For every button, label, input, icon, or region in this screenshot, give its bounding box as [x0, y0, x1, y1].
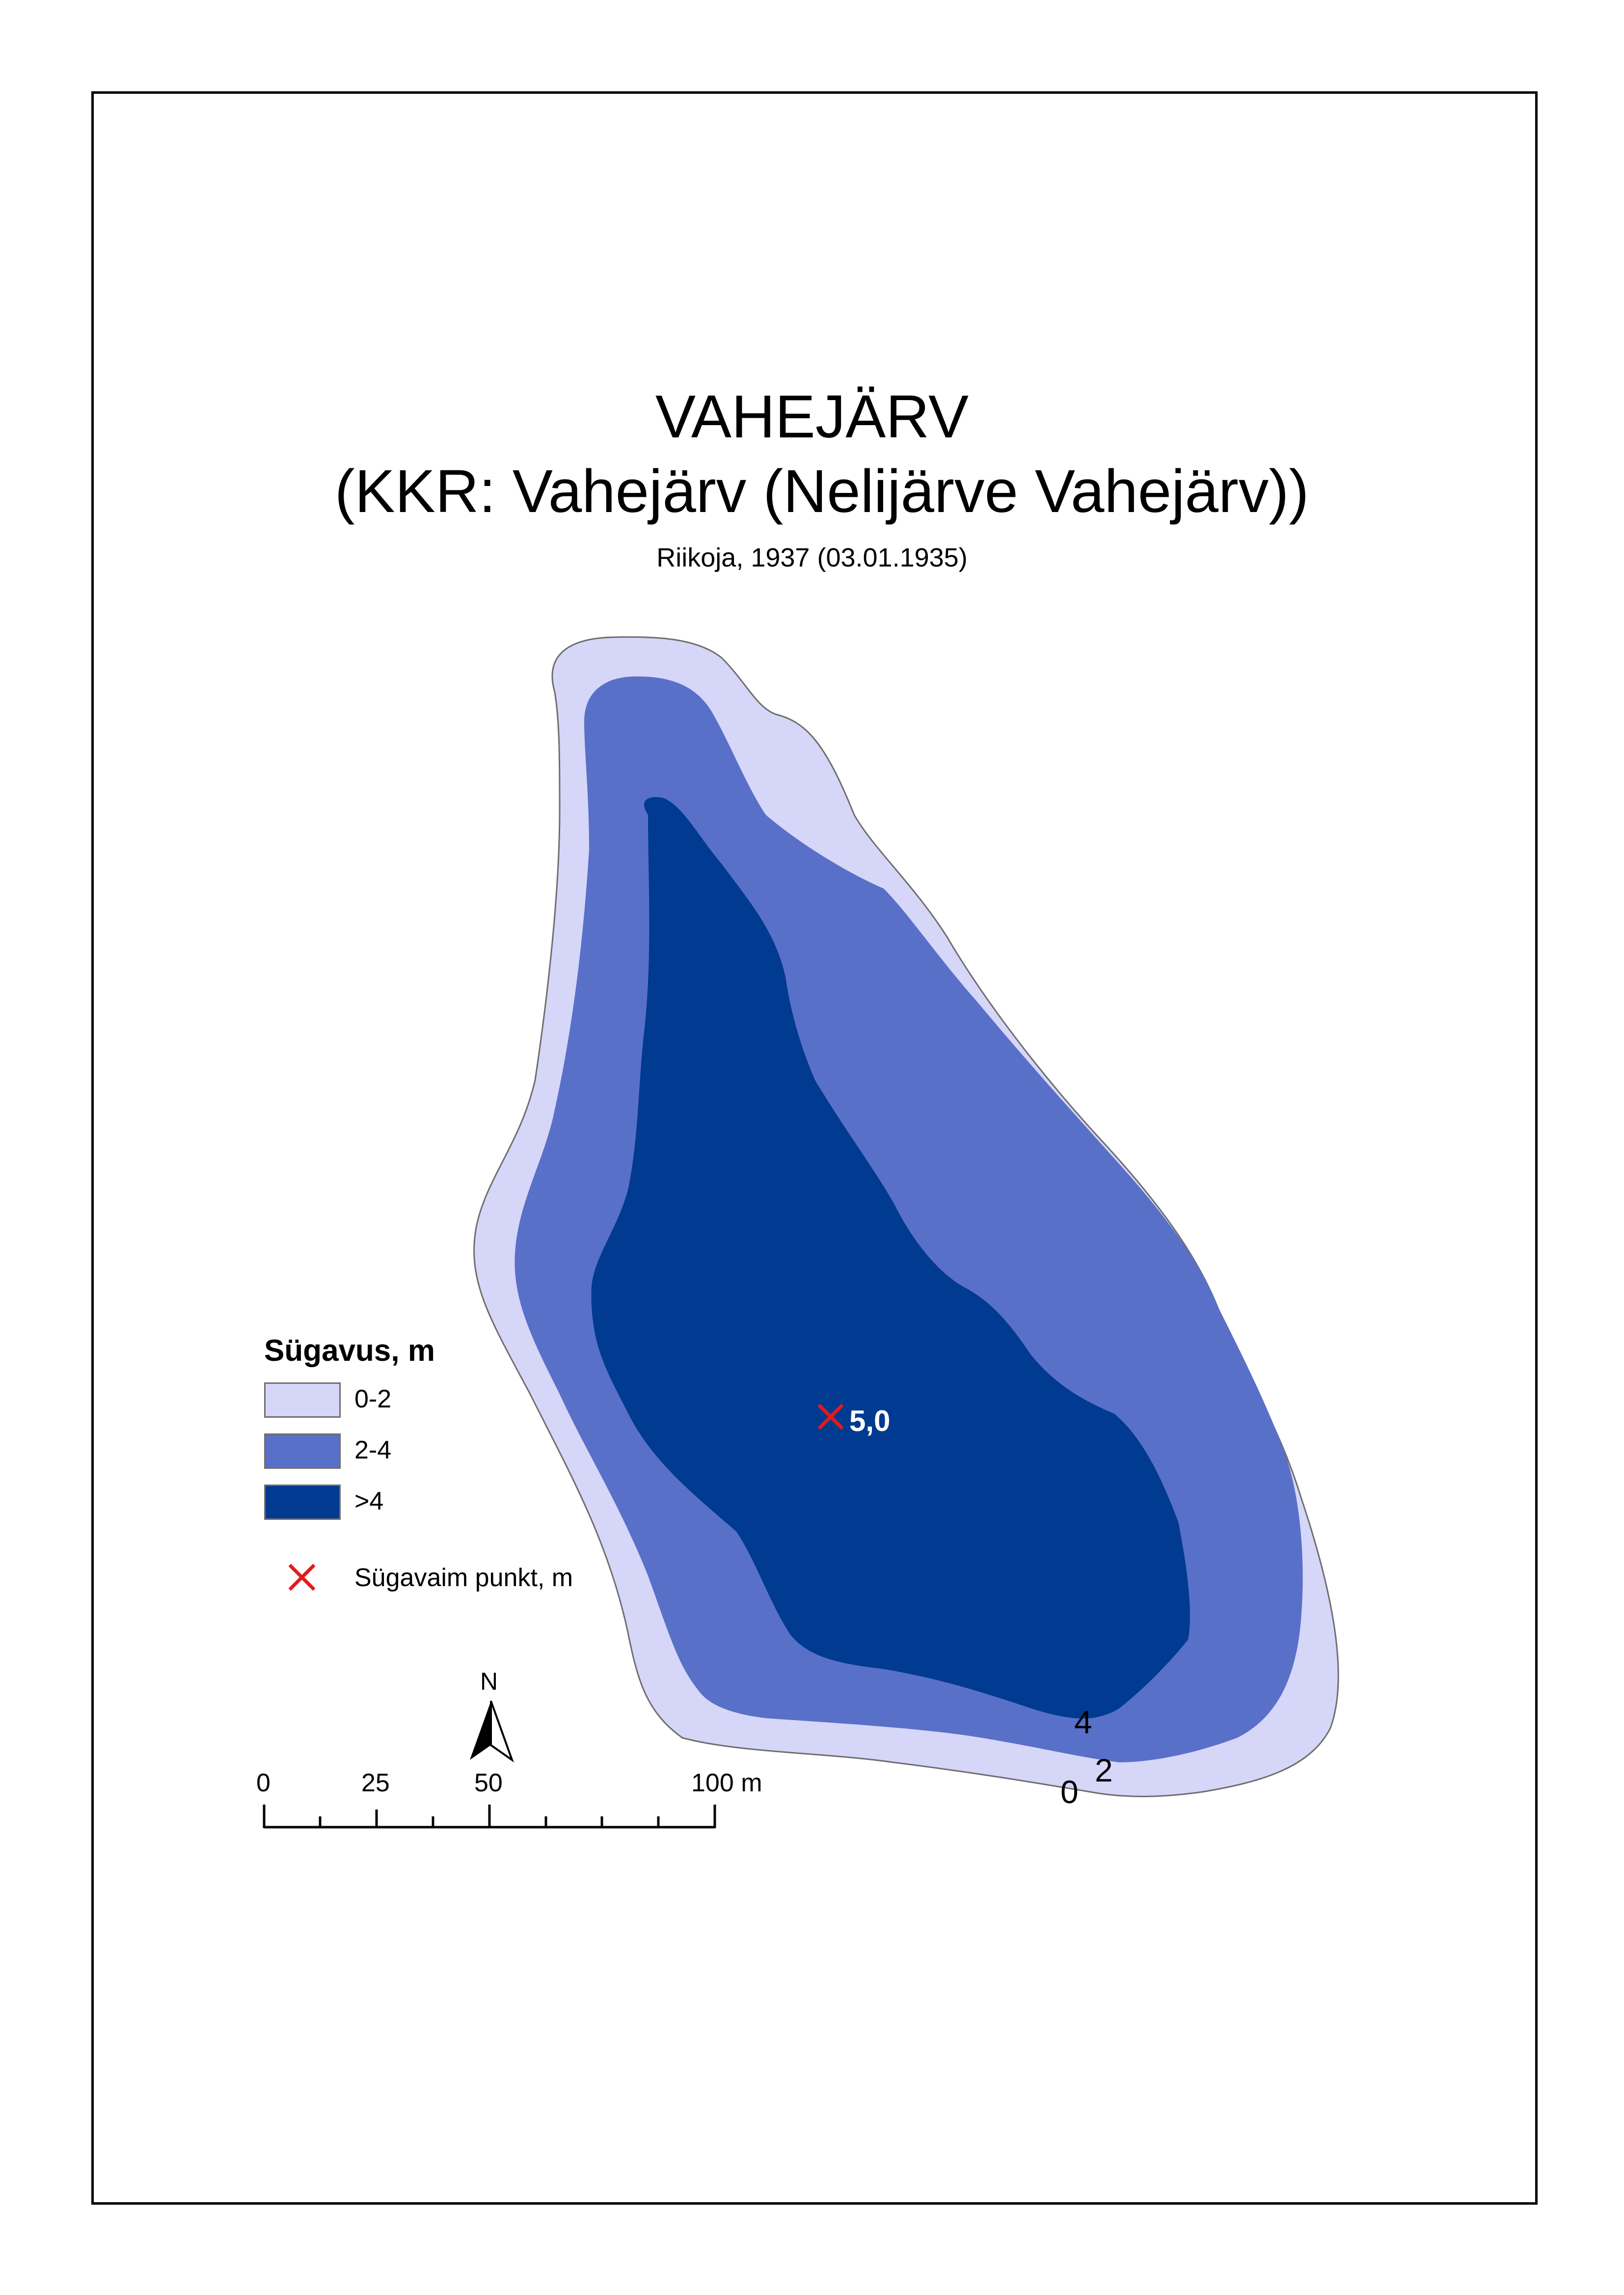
north-label: N — [480, 1668, 498, 1695]
contour-label-4: 4 — [1074, 1704, 1092, 1740]
legend-deepest-point-label: Sügavaim punkt, m — [354, 1564, 573, 1592]
legend-label-0-2: 0-2 — [354, 1385, 392, 1413]
contour-label-0: 0 — [1060, 1774, 1079, 1810]
scale-label-50: 50 — [474, 1769, 503, 1797]
scale-label-0: 0 — [256, 1769, 271, 1797]
deepest-point-marker-icon — [817, 1404, 844, 1430]
deepest-point-value: 5,0 — [849, 1404, 891, 1437]
legend-swatch-0-2 — [264, 1382, 341, 1418]
map-title: VAHEJÄRV — [655, 383, 969, 451]
legend-swatch-over-4 — [264, 1485, 341, 1520]
north-arrow-icon — [470, 1701, 514, 1763]
legend-swatch-2-4 — [264, 1433, 341, 1469]
legend-title: Sügavus, m — [264, 1334, 435, 1368]
scale-label-100m: 100 m — [691, 1769, 762, 1797]
contour-label-2: 2 — [1095, 1752, 1113, 1788]
map-source: Riikoja, 1937 (03.01.1935) — [656, 543, 968, 572]
map-frame — [91, 91, 1538, 2205]
map-subtitle: (KKR: Vahejärv (Nelijärve Vahejärv)) — [334, 458, 1309, 525]
legend-label-over-4: >4 — [354, 1487, 384, 1515]
legend-label-2-4: 2-4 — [354, 1436, 392, 1464]
depth-zone-over-4 — [591, 797, 1190, 1719]
scale-bar — [263, 1805, 716, 1829]
scale-label-25: 25 — [361, 1769, 390, 1797]
legend-deepest-point-icon — [288, 1564, 316, 1591]
